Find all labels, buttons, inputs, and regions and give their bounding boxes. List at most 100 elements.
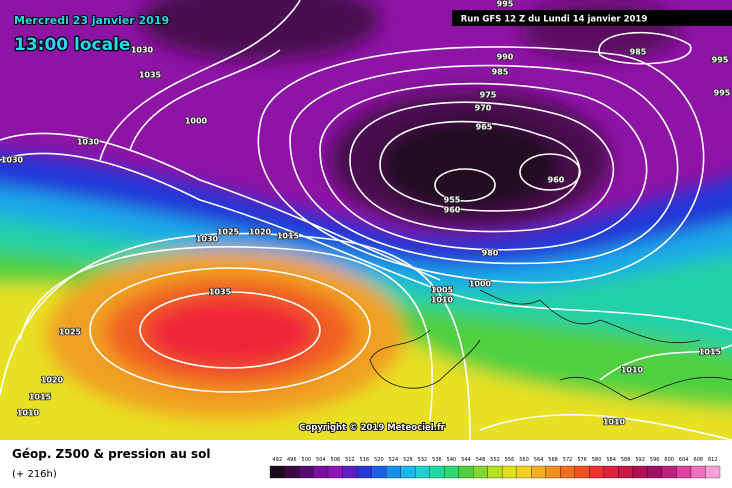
legend-swatch [574, 465, 590, 479]
legend-label: 544 [461, 457, 471, 463]
legend-swatch [632, 465, 648, 479]
legend-label: 496 [287, 457, 297, 463]
isobar-label: 1030 [1, 156, 24, 165]
legend-label: 504 [316, 457, 326, 463]
isobar-label: 1030 [77, 138, 100, 147]
legend-label: 532 [418, 457, 428, 463]
legend-swatch [676, 465, 692, 479]
legend-swatch [589, 465, 605, 479]
legend-swatch [647, 465, 663, 479]
legend-swatch [705, 465, 721, 479]
isobar-label: 1005 [431, 286, 454, 295]
isobar-label: 1030 [131, 46, 154, 55]
legend-label: 568 [548, 457, 558, 463]
isobar-label: 1010 [621, 366, 644, 375]
legend-label: 560 [519, 457, 529, 463]
isobar-label: 1000 [185, 117, 208, 126]
legend-label: 540 [447, 457, 457, 463]
legend-swatch [371, 465, 387, 479]
legend-swatch [444, 465, 459, 479]
legend-swatch [429, 465, 445, 479]
valid-date: Mercredi 23 janvier 2019 [14, 14, 169, 27]
run-banner [452, 10, 732, 26]
legend-label: 524 [389, 457, 399, 463]
legend-swatch [560, 465, 575, 479]
isobar-label: 995 [497, 0, 514, 9]
isobar-label: 1030 [196, 235, 219, 244]
legend-swatch [385, 465, 401, 479]
color-legend: 492 496 500 504 508 512 516 520 524 528 532 536 540 5… [269, 457, 721, 479]
legend-swatch [545, 465, 561, 479]
legend-swatch [356, 465, 372, 479]
legend-label: 564 [534, 457, 544, 463]
isobar-label: 995 [714, 89, 731, 98]
isobar-label: 1025 [59, 328, 82, 337]
legend-label: 556 [505, 457, 515, 463]
legend-swatch [269, 465, 285, 479]
isobar-label: 1015 [699, 348, 722, 357]
valid-time: 13:00 locale [14, 35, 130, 55]
legend-swatch [618, 465, 634, 479]
coastlines [369, 289, 732, 401]
copyright: Copyright © 2019 Meteociel.fr [299, 423, 445, 433]
isobar-label: 1035 [139, 71, 162, 80]
field: 9959909859759709659609559609801000100510… [0, 0, 732, 440]
isobar-label: 995 [712, 56, 729, 65]
isobar-label: 1035 [209, 288, 232, 297]
legend-label: 600 [664, 457, 674, 463]
isobar-label: 1015 [277, 232, 300, 241]
legend-label: 552 [490, 457, 500, 463]
isobar-label: 1010 [431, 296, 454, 305]
legend-swatch [473, 465, 488, 479]
isobar-label: 985 [492, 68, 509, 77]
run-info: Run GFS 12 Z du Lundi 14 janvier 2019 [461, 15, 648, 25]
isobar-label: 1020 [249, 228, 272, 237]
legend-swatch [690, 465, 706, 479]
legend-swatch [458, 465, 474, 479]
footer-lead: (+ 216h) [12, 469, 57, 480]
isobar-label: 965 [476, 123, 493, 132]
legend-label: 576 [577, 457, 587, 463]
legend-label: 512 [345, 457, 355, 463]
legend-swatch [284, 465, 300, 479]
isobar-label: 1000 [469, 280, 492, 289]
legend-label: 596 [650, 457, 660, 463]
legend-swatch [313, 465, 329, 479]
legend-label: 608 [693, 457, 703, 463]
isobar-label: 990 [497, 53, 514, 62]
legend-label: 584 [606, 457, 616, 463]
legend-label: 516 [360, 457, 370, 463]
isobar-label: 955 [444, 196, 461, 205]
legend-swatch [516, 465, 532, 479]
legend-label: 612 [708, 457, 718, 463]
isobar-label: 970 [475, 104, 492, 113]
legend-label: 548 [476, 457, 486, 463]
legend-label: 500 [302, 457, 312, 463]
legend-swatch [327, 465, 343, 479]
legend-swatch [298, 465, 314, 479]
isobar-label: 960 [548, 176, 565, 185]
isobar-label: 985 [630, 48, 647, 57]
legend-swatch [415, 465, 430, 479]
isobar-label: 1015 [29, 393, 52, 402]
isobar-label: 960 [444, 206, 461, 215]
legend-label: 580 [592, 457, 602, 463]
legend-label: 520 [374, 457, 384, 463]
isobar-label: 975 [480, 91, 497, 100]
isobar-label: 1010 [603, 418, 626, 427]
legend-swatch [487, 465, 503, 479]
legend-label: 588 [621, 457, 631, 463]
legend-label: 508 [331, 457, 341, 463]
legend-label: 536 [432, 457, 442, 463]
legend-swatch [400, 465, 416, 479]
legend-label: 572 [563, 457, 573, 463]
legend-label: 528 [403, 457, 413, 463]
legend-label: 492 [272, 457, 282, 463]
legend-label: 592 [635, 457, 645, 463]
footer-title: Géop. Z500 & pression au sol [12, 447, 210, 461]
isobar-label: 1010 [17, 409, 40, 418]
legend-swatch [502, 465, 517, 479]
legend-label: 604 [679, 457, 689, 463]
